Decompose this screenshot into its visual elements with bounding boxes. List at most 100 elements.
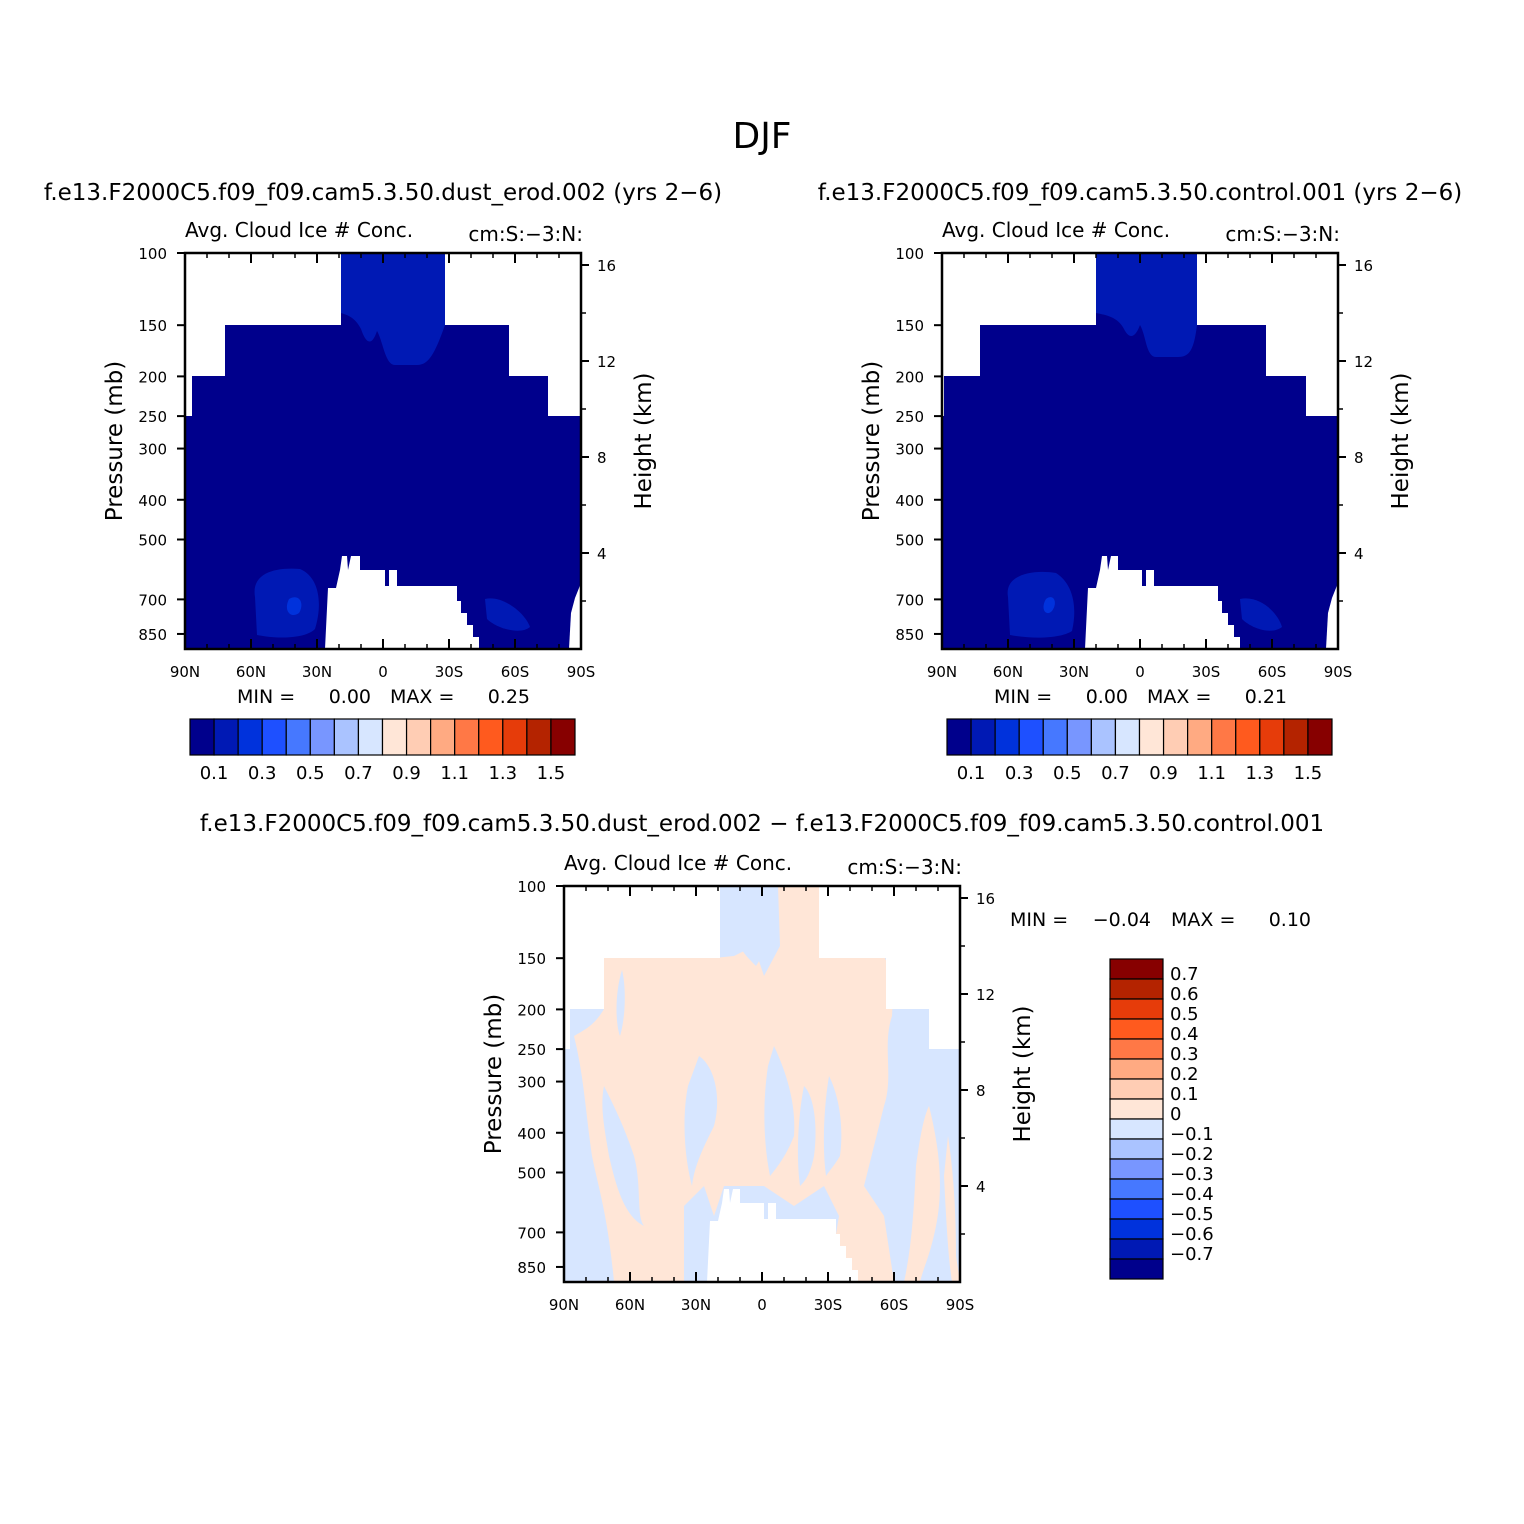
- colorbar-swatch: [1138, 718, 1165, 756]
- y-tick-label: 250: [517, 1041, 546, 1059]
- contour-negative-patch-2: [602, 1086, 644, 1226]
- colorbar-swatch: [1307, 718, 1333, 756]
- colorbar-swatch: [526, 718, 552, 756]
- x-tick-label: 0: [378, 663, 388, 681]
- y-tick-label: 200: [517, 1001, 546, 1019]
- colorbar-swatch: [1109, 1158, 1164, 1180]
- colorbar: 0.1 0.3 0.5 0.7 0.9 1.1 1.3 1.5: [189, 718, 576, 784]
- colorbar-swatch: [1109, 1078, 1164, 1100]
- y-tick-label: 500: [517, 1164, 546, 1182]
- contour-negative-patch-3: [684, 1056, 718, 1186]
- colorbar-label: 1.3: [1245, 763, 1274, 784]
- y-tick-label: 850: [138, 626, 167, 644]
- colorbar-label: 0.1: [957, 763, 986, 784]
- colorbar-swatch: [1109, 958, 1164, 980]
- x-tick-label: 60S: [880, 1296, 909, 1314]
- colorbar-swatch: [1211, 718, 1237, 756]
- contour-upper-maximum: [1096, 253, 1197, 357]
- colorbar-label: 0.9: [1149, 763, 1178, 784]
- x-tick-label: 90N: [549, 1296, 579, 1314]
- colorbar-swatch: [237, 718, 263, 756]
- y-tick-label: 100: [138, 245, 167, 263]
- colorbar-swatch: [430, 718, 456, 756]
- colorbar-label: −0.1: [1170, 1124, 1214, 1145]
- y-tick-label: 150: [517, 950, 546, 968]
- y-tick-label: 500: [895, 531, 924, 549]
- x-tick-label: 60S: [501, 663, 530, 681]
- panel-title: f.e13.F2000C5.f09_f09.cam5.3.50.dust_ero…: [200, 811, 1324, 837]
- panel-subtitle-right: cm:S:−3:N:: [468, 222, 583, 246]
- colorbar-label: 0.9: [392, 763, 421, 784]
- x-tick-label: 90N: [927, 663, 957, 681]
- colorbar-label: 0.5: [1053, 763, 1082, 784]
- y2-axis-label: Height (km): [1388, 372, 1414, 509]
- x-tick-label: 30S: [1192, 663, 1221, 681]
- colorbar-swatch: [1187, 718, 1213, 756]
- missing-region-surface-south: [1326, 583, 1338, 649]
- colorbar-label: 0.4: [1170, 1024, 1199, 1045]
- colorbar-swatch: [189, 718, 215, 756]
- colorbar-label: 0.1: [1170, 1084, 1199, 1105]
- missing-region-surface-center: [1085, 556, 1240, 649]
- colorbar-swatch: [1109, 1058, 1164, 1080]
- colorbar-swatch: [1114, 718, 1141, 756]
- min-label: MIN =: [237, 686, 295, 708]
- colorbar-label: 1.1: [1197, 763, 1226, 784]
- colorbar-swatch: [1109, 1218, 1164, 1240]
- max-label: MAX =: [390, 686, 454, 708]
- plot-area: [564, 886, 960, 1282]
- min-value: −0.04: [1093, 909, 1151, 931]
- colorbar-label: 0.1: [200, 763, 229, 784]
- max-value: 0.25: [488, 686, 530, 708]
- colorbar-swatch: [454, 718, 480, 756]
- panel-title: f.e13.F2000C5.f09_f09.cam5.3.50.control.…: [818, 180, 1462, 206]
- colorbar-swatch: [1109, 1118, 1164, 1140]
- colorbar-swatch: [478, 718, 504, 756]
- colorbar-swatch: [1042, 718, 1068, 756]
- x-tick-label: 90N: [170, 663, 200, 681]
- axes: 90N 60N 30N 0 30S 60S 90S 100 150 200 250 300 400 500…: [102, 245, 657, 681]
- max-label: MAX =: [1147, 686, 1211, 708]
- contour-positive-south-1: [904, 1106, 940, 1282]
- panel-title: f.e13.F2000C5.f09_f09.cam5.3.50.dust_ero…: [44, 180, 722, 206]
- x-tick-label: 60N: [993, 663, 1023, 681]
- panel-subtitle-left: Avg. Cloud Ice # Conc.: [185, 218, 413, 242]
- min-value: 0.00: [1086, 686, 1128, 708]
- colorbar-label: −0.4: [1170, 1184, 1214, 1205]
- missing-region-surface-center: [325, 556, 479, 649]
- y-axis-label: Pressure (mb): [481, 994, 507, 1154]
- y2-tick-label: 12: [1354, 353, 1373, 371]
- y-tick-label: 200: [895, 368, 924, 386]
- missing-region-top-left: [564, 886, 720, 1049]
- colorbar-swatch: [1259, 718, 1285, 756]
- y-tick-label: 200: [138, 368, 167, 386]
- y-tick-label: 700: [138, 591, 167, 609]
- contour-positive-main: [574, 886, 894, 1282]
- plot-area: [942, 253, 1338, 649]
- y-tick-label: 850: [517, 1259, 546, 1277]
- contour-upper-maximum: [341, 253, 445, 365]
- missing-region-surface-center: [707, 1189, 858, 1282]
- min-label: MIN =: [994, 686, 1052, 708]
- y2-tick-label: 12: [976, 986, 995, 1004]
- x-tick-label: 90S: [567, 663, 596, 681]
- colorbar-swatch: [1109, 1198, 1164, 1220]
- y-tick-label: 150: [138, 317, 167, 335]
- colorbar-label: −0.6: [1170, 1224, 1214, 1245]
- colorbar-swatch: [357, 718, 384, 756]
- colorbar-label: 0.2: [1170, 1064, 1199, 1085]
- min-label: MIN =: [1010, 909, 1068, 931]
- colorbar-swatch: [1109, 1038, 1164, 1060]
- colorbar-label: 1.5: [537, 763, 566, 784]
- axes: 90N 60N 30N 0 30S 60S 90S 100 150 200 250 300 400 500…: [859, 245, 1414, 681]
- contour-negative-top: [724, 886, 776, 966]
- y-tick-label: 300: [895, 441, 924, 459]
- y-tick-label: 100: [895, 245, 924, 263]
- y2-tick-label: 16: [597, 257, 616, 275]
- y2-tick-label: 4: [976, 1178, 986, 1196]
- x-tick-label: 30N: [681, 1296, 711, 1314]
- contour-negative-patch-4: [764, 1046, 795, 1176]
- colorbar-label: 0.5: [1170, 1004, 1199, 1025]
- colorbar-label: −0.5: [1170, 1204, 1214, 1225]
- colorbar-swatch: [285, 718, 311, 756]
